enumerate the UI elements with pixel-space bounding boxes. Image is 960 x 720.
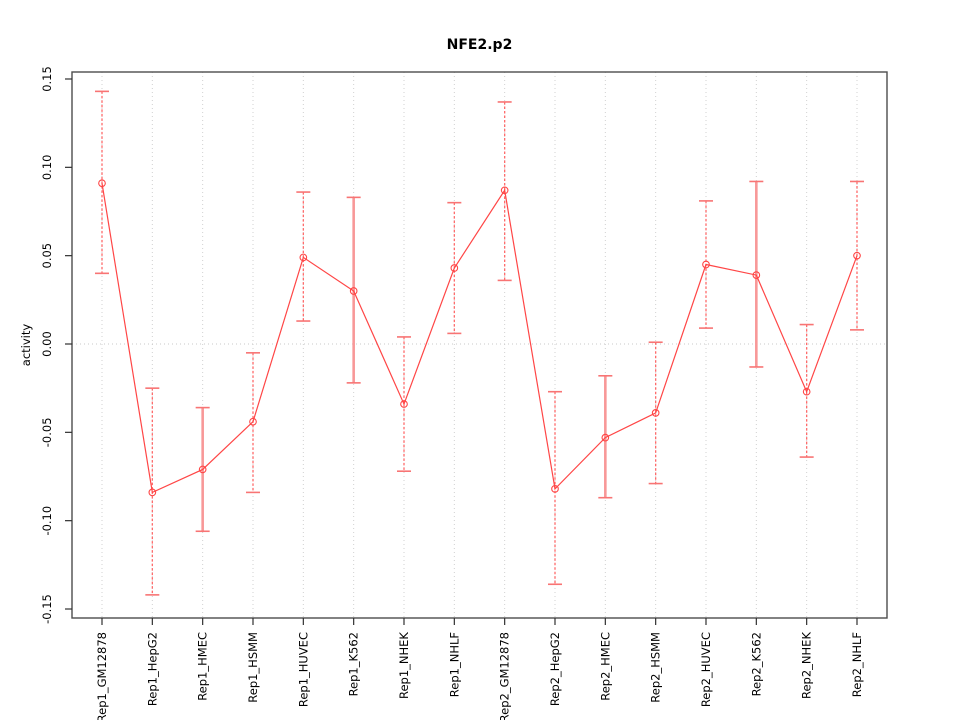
x-tick-label: Rep2_HMEC: [598, 632, 612, 701]
x-tick-label: Rep2_HSMM: [649, 632, 663, 703]
data-point-marker: [98, 179, 106, 188]
axis-ticks-layer: [65, 78, 858, 625]
y-tick-label: 0.05: [40, 243, 54, 269]
y-axis-label: activity: [19, 324, 33, 367]
markers-layer: [98, 179, 861, 497]
x-tick-label: Rep2_NHLF: [850, 632, 864, 697]
x-tick-label: Rep1_GM12878: [95, 632, 109, 720]
data-point-marker: [349, 287, 358, 295]
x-tick-label: Rep1_NHEK: [397, 632, 411, 699]
y-tick-label: 0.00: [40, 331, 54, 357]
tick-labels-layer: -0.15 -0.10 -0.05 0.00 0.05 0.10 0.15 Rep1_GM12…: [40, 66, 864, 720]
x-tick-label: Rep2_K562: [749, 632, 763, 696]
x-tick-label: Rep1_HUVEC: [296, 632, 310, 707]
plot-frame: [71, 71, 888, 619]
series-line-layer: [101, 183, 858, 494]
data-point-marker: [249, 417, 257, 426]
error-bars-layer: [95, 90, 864, 596]
x-tick-label: Rep2_GM12878: [498, 632, 512, 720]
x-tick-label: Rep1_K562: [347, 632, 361, 696]
grid-layer: [72, 72, 887, 618]
data-point-marker: [853, 251, 861, 260]
data-point-marker: [752, 271, 761, 279]
x-tick-label: Rep1_HepG2: [145, 632, 159, 706]
data-point-marker: [802, 387, 811, 396]
chart-title: NFE2.p2: [447, 37, 513, 53]
x-tick-label: Rep1_HMEC: [196, 632, 210, 701]
data-point-marker: [400, 400, 408, 408]
x-tick-label: Rep2_NHEK: [800, 632, 814, 699]
data-point-marker: [500, 186, 509, 195]
y-tick-label: -0.15: [40, 594, 54, 624]
x-tick-label: Rep1_NHLF: [447, 632, 461, 697]
data-point-marker: [651, 409, 660, 417]
y-tick-label: 0.10: [40, 155, 54, 181]
data-point-marker: [702, 260, 710, 269]
x-tick-label: Rep1_HSMM: [246, 632, 260, 703]
data-point-marker: [450, 264, 459, 272]
data-point-marker: [299, 253, 308, 262]
y-tick-label: -0.10: [40, 506, 54, 536]
x-tick-label: Rep2_HUVEC: [699, 632, 713, 707]
x-tick-label: Rep2_HepG2: [548, 632, 562, 706]
series-line: [101, 183, 858, 494]
data-point-marker: [148, 488, 157, 497]
data-point-marker: [601, 433, 610, 442]
data-point-marker: [198, 465, 207, 474]
data-point-marker: [551, 485, 559, 493]
y-tick-label: 0.15: [40, 66, 54, 92]
y-tick-label: -0.05: [40, 417, 54, 447]
frame-layer: [71, 71, 888, 619]
